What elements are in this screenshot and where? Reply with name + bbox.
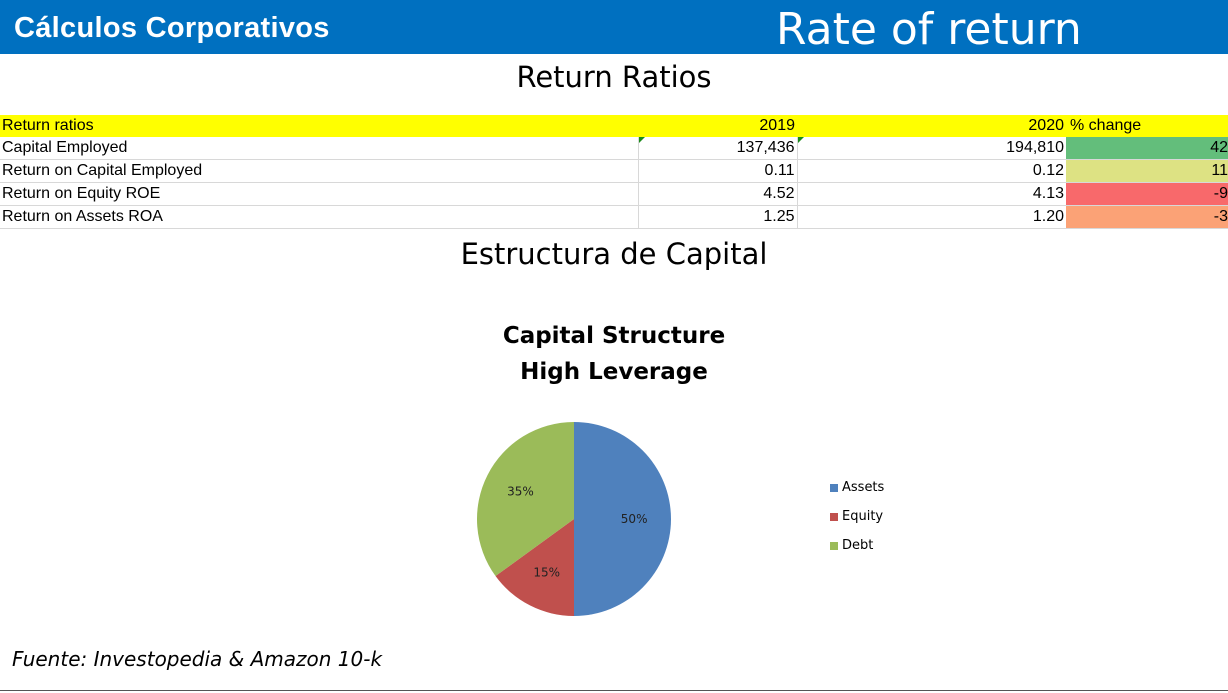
data-label-debt: 35% bbox=[507, 485, 534, 499]
table-row: Return on Assets ROA 1.25 1.20 -3 bbox=[0, 205, 1228, 229]
cell-2019-value: 137,436 bbox=[736, 139, 795, 156]
cell-2020[interactable]: 194,810 bbox=[797, 137, 1066, 160]
legend-swatch bbox=[830, 513, 838, 521]
pie-slice-assets bbox=[574, 422, 671, 616]
table-row: Return on Equity ROE 4.52 4.13 -9 bbox=[0, 182, 1228, 206]
section-title-capital-structure: Estructura de Capital bbox=[460, 237, 768, 271]
header-cell-label[interactable]: Return ratios bbox=[0, 115, 638, 137]
comment-flag-icon bbox=[797, 137, 804, 143]
cell-2019[interactable]: 137,436 bbox=[638, 137, 798, 160]
legend-swatch bbox=[830, 542, 838, 550]
legend-label: Assets bbox=[842, 480, 885, 495]
cell-2020-value: 194,810 bbox=[1006, 139, 1064, 156]
chart-title-block: Capital Structure High Leverage bbox=[0, 318, 1228, 390]
chart-subtitle: High Leverage bbox=[520, 359, 708, 385]
capital-structure-pie-chart: 50% 15% 35% bbox=[477, 422, 671, 616]
data-label-equity: 15% bbox=[533, 566, 560, 580]
cell-pct-change[interactable]: 42 bbox=[1066, 137, 1228, 160]
cell-pct-change[interactable]: 11 bbox=[1066, 159, 1228, 183]
cell-2019[interactable]: 1.25 bbox=[638, 205, 798, 229]
return-ratios-table: Return ratios 2019 2020 % change Capital… bbox=[0, 115, 1228, 229]
cell-2020[interactable]: 1.20 bbox=[797, 205, 1066, 229]
cell-label[interactable]: Return on Equity ROE bbox=[0, 182, 639, 206]
legend-label: Equity bbox=[842, 509, 884, 524]
chart-legend: Assets Equity Debt bbox=[830, 480, 884, 567]
cell-2020[interactable]: 4.13 bbox=[797, 182, 1066, 206]
legend-label: Debt bbox=[842, 538, 874, 553]
cell-pct-change[interactable]: -9 bbox=[1066, 182, 1228, 206]
legend-item-equity: Equity bbox=[830, 509, 884, 538]
header-cell-2020[interactable]: 2020 bbox=[797, 115, 1066, 137]
table-row: Capital Employed 137,436 194,810 42 bbox=[0, 137, 1228, 160]
cell-label[interactable]: Return on Capital Employed bbox=[0, 159, 639, 183]
bottom-divider bbox=[0, 690, 1228, 691]
chart-title: Capital Structure bbox=[502, 323, 726, 349]
cell-label[interactable]: Return on Assets ROA bbox=[0, 205, 639, 229]
cell-label[interactable]: Capital Employed bbox=[0, 137, 639, 160]
header-cell-pct-change[interactable]: % change bbox=[1066, 115, 1228, 137]
brand-title: Cálculos Corporativos bbox=[14, 12, 330, 44]
source-footnote: Fuente: Investopedia & Amazon 10-k bbox=[12, 647, 383, 671]
comment-flag-icon bbox=[638, 137, 645, 143]
slide-title: Rate of return bbox=[776, 4, 1082, 55]
cell-pct-change[interactable]: -3 bbox=[1066, 205, 1228, 229]
table-row: Return on Capital Employed 0.11 0.12 11 bbox=[0, 159, 1228, 183]
legend-item-debt: Debt bbox=[830, 538, 884, 567]
title-bar: Cálculos Corporativos Rate of return bbox=[0, 0, 1228, 55]
legend-swatch bbox=[830, 484, 838, 492]
section-title-return-ratios: Return Ratios bbox=[516, 60, 712, 94]
cell-2020[interactable]: 0.12 bbox=[797, 159, 1066, 183]
legend-item-assets: Assets bbox=[830, 480, 884, 509]
pie-slice-debt bbox=[477, 422, 574, 577]
pie-slice-equity bbox=[495, 519, 574, 616]
header-cell-2019[interactable]: 2019 bbox=[638, 115, 797, 137]
table-header-row: Return ratios 2019 2020 % change bbox=[0, 115, 1228, 137]
cell-2019[interactable]: 0.11 bbox=[638, 159, 798, 183]
data-label-assets: 50% bbox=[621, 512, 648, 526]
cell-2019[interactable]: 4.52 bbox=[638, 182, 798, 206]
